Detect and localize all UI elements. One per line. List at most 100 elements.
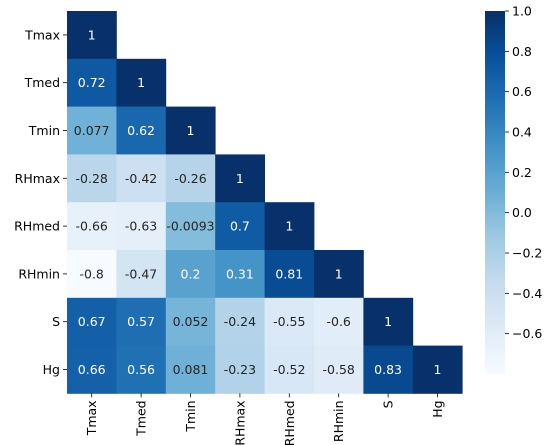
- colorbar-tick-label: 1.0: [512, 4, 532, 19]
- heatmap-cell-RHmin-Tmed: [116, 250, 167, 299]
- heatmap-cell-Hg-RHmed: [264, 345, 315, 394]
- heatmap-cell-RHmin-Tmin: [165, 250, 216, 299]
- cell-value-label-RHmed-Tmin: -0.0093: [166, 219, 214, 234]
- row-label-Hg: Hg: [43, 362, 60, 377]
- row-tick-labels: Tmax Tmed Tmin RHmax RHmed RHmin S Hg: [14, 27, 67, 377]
- cell-value-label-RHmax-Tmin: -0.26: [174, 171, 206, 186]
- cell-value-label-RHmin-RHmax: 0.31: [226, 266, 254, 281]
- column-label-RHmin: RHmin: [331, 400, 346, 442]
- heatmap-cell-RHmax-Tmax: [67, 154, 117, 203]
- heatmap-cell-Hg-S: [363, 345, 414, 394]
- heatmap-cell-RHmin-RHmax: [215, 250, 265, 299]
- cell-value-label-RHmed-Tmax: -0.66: [76, 219, 108, 234]
- cell-value-label-RHmax-Tmax: -0.28: [76, 171, 108, 186]
- cell-value-label-Hg-Tmin: 0.081: [173, 362, 209, 377]
- cell-value-label-RHmin-Tmed: -0.47: [125, 266, 157, 281]
- row-label-Tmin: Tmin: [28, 123, 60, 138]
- colorbar-tick-label: 0.8: [512, 44, 532, 59]
- heatmap-cell-Hg-RHmin: [314, 345, 364, 394]
- heatmap-cell-S-Tmax: [67, 297, 117, 346]
- cell-value-label-Tmed-Tmed: 1: [137, 75, 145, 90]
- heatmap-cell-Tmin-Tmed: [116, 106, 167, 155]
- colorbar-tick-label: −0.4: [512, 286, 542, 301]
- cell-value-label-S-Tmin: 0.052: [173, 314, 209, 329]
- column-label-Tmax: Tmax: [84, 400, 99, 436]
- heatmap-cell-S-RHmin: [314, 297, 364, 346]
- heatmap-cell-S-S: [363, 297, 414, 346]
- row-label-Tmax: Tmax: [24, 27, 60, 42]
- column-label-Tmed: Tmed: [134, 400, 149, 436]
- cell-value-label-Hg-Tmax: 0.66: [78, 362, 106, 377]
- row-label-S: S: [52, 314, 60, 329]
- colorbar-tick-label: −0.6: [512, 326, 542, 341]
- cell-value-label-RHmin-Tmin: 0.2: [181, 266, 201, 281]
- heatmap-cell-RHmin-RHmin: [314, 250, 364, 299]
- heatmap-cell-S-RHmax: [215, 297, 265, 346]
- heatmap-cell-RHmax-Tmed: [116, 154, 167, 203]
- row-label-Tmed: Tmed: [24, 75, 60, 90]
- heatmap-cell-Tmed-Tmed: [116, 58, 167, 107]
- cell-value-label-RHmed-RHmax: 0.7: [230, 219, 250, 234]
- colorbar-tick-label: 0.6: [512, 84, 532, 99]
- cell-value-label-Hg-RHmax: -0.23: [224, 362, 256, 377]
- column-label-RHmax: RHmax: [232, 400, 247, 445]
- cell-value-label-S-S: 1: [384, 314, 392, 329]
- heatmap-cell-RHmin-Tmax: [67, 250, 117, 299]
- heatmap-cell-RHmax-RHmax: [215, 154, 265, 203]
- heatmap-cell-S-RHmed: [264, 297, 315, 346]
- cell-value-label-S-Tmed: 0.57: [127, 314, 155, 329]
- heatmap-cell-Tmed-Tmax: [67, 58, 117, 107]
- column-label-Hg: Hg: [430, 400, 445, 417]
- colorbar-tick-label: 0.2: [512, 165, 532, 180]
- heatmap-cell-Hg-Tmin: [165, 345, 216, 394]
- colorbar-tick-label: 0.4: [512, 125, 532, 140]
- heatmap-cell-RHmin-RHmed: [264, 250, 315, 299]
- heatmap-cell-Tmin-Tmin: [165, 106, 216, 155]
- cell-value-label-S-Tmax: 0.67: [78, 314, 106, 329]
- cell-value-label-Hg-Hg: 1: [434, 362, 442, 377]
- heatmap-cell-Tmax-Tmax: [67, 11, 117, 60]
- column-label-Tmin: Tmin: [183, 400, 198, 432]
- heatmap-cell-RHmed-Tmin: [165, 202, 216, 251]
- heatmap-cell-RHmax-Tmin: [165, 154, 216, 203]
- heatmap-cell-S-Tmed: [116, 297, 167, 346]
- cell-value-label-Tmin-Tmax: 0.077: [74, 123, 110, 138]
- heatmap-cell-Hg-Hg: [412, 345, 463, 394]
- cell-value-label-RHmax-Tmed: -0.42: [125, 171, 157, 186]
- cell-value-label-Tmin-Tmed: 0.62: [127, 123, 155, 138]
- column-tick-labels: Tmax Tmed Tmin RHmax RHmed RHmin S Hg: [84, 393, 445, 445]
- cell-value-label-S-RHmax: -0.24: [224, 314, 256, 329]
- cell-value-label-Hg-S: 0.83: [374, 362, 402, 377]
- heatmap-cells: 1 0.72 1 0.077 0.62 1 -0.28 -0.42 -0.26 1 -0.66 -0.…: [67, 11, 463, 394]
- cell-value-label-RHmin-RHmin: 1: [335, 266, 343, 281]
- cell-value-label-S-RHmin: -0.6: [327, 314, 351, 329]
- heatmap-cell-RHmed-Tmed: [116, 202, 167, 251]
- colorbar-tick-label: 0.0: [512, 205, 532, 220]
- heatmap-cell-RHmed-RHmed: [264, 202, 315, 251]
- heatmap-cell-RHmed-Tmax: [67, 202, 117, 251]
- heatmap-cell-Hg-Tmed: [116, 345, 167, 394]
- cell-value-label-Tmin-Tmin: 1: [187, 123, 195, 138]
- heatmap-cell-Tmin-Tmax: [67, 106, 117, 155]
- cell-value-label-RHmed-Tmed: -0.63: [125, 219, 157, 234]
- cell-value-label-RHmax-RHmax: 1: [236, 171, 244, 186]
- row-label-RHmed: RHmed: [14, 219, 60, 234]
- cell-value-label-Hg-Tmed: 0.56: [127, 362, 155, 377]
- heatmap-cell-S-Tmin: [165, 297, 216, 346]
- cell-value-label-Hg-RHmin: -0.58: [323, 362, 355, 377]
- cell-value-label-RHmin-Tmax: -0.8: [80, 266, 104, 281]
- cell-value-label-RHmed-RHmed: 1: [285, 219, 293, 234]
- cell-value-label-Hg-RHmed: -0.52: [273, 362, 305, 377]
- column-label-S: S: [381, 400, 396, 408]
- colorbar: 1.0 0.8 0.6 0.4 0.2 0.0 −0.2 −0.4 −0.6: [485, 4, 542, 374]
- heatmap-cell-RHmed-RHmax: [215, 202, 265, 251]
- heatmap-cell-Hg-RHmax: [215, 345, 265, 394]
- cell-value-label-S-RHmed: -0.55: [273, 314, 305, 329]
- row-label-RHmin: RHmin: [18, 266, 60, 281]
- row-label-RHmax: RHmax: [15, 171, 60, 186]
- colorbar-gradient: [485, 11, 505, 374]
- heatmap-cell-Hg-Tmax: [67, 345, 117, 394]
- cell-value-label-Tmed-Tmax: 0.72: [78, 75, 106, 90]
- colorbar-tick-label: −0.2: [512, 246, 542, 261]
